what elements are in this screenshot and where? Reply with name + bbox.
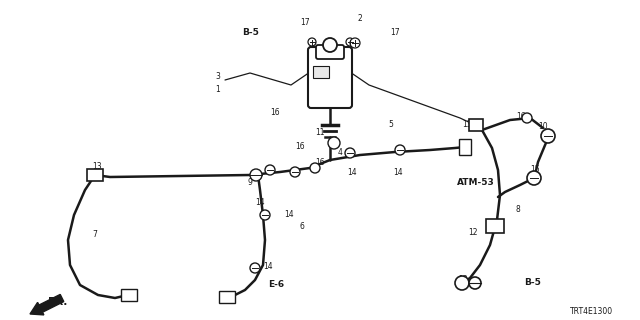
Circle shape: [250, 169, 262, 181]
Text: 4: 4: [338, 148, 343, 157]
Circle shape: [310, 163, 320, 173]
Text: ATM-53: ATM-53: [457, 178, 495, 187]
Circle shape: [265, 165, 275, 175]
Circle shape: [308, 38, 316, 46]
Text: 17: 17: [300, 18, 310, 27]
FancyBboxPatch shape: [459, 139, 471, 155]
Text: 1: 1: [215, 85, 220, 94]
Circle shape: [469, 277, 481, 289]
Text: 10: 10: [538, 122, 548, 131]
Circle shape: [323, 38, 337, 52]
FancyBboxPatch shape: [469, 119, 483, 131]
Circle shape: [250, 263, 260, 273]
Text: 14: 14: [347, 168, 356, 177]
Text: 5: 5: [388, 120, 393, 129]
Text: 14: 14: [263, 262, 273, 271]
Text: 7: 7: [92, 230, 97, 239]
Text: 2: 2: [358, 14, 363, 23]
FancyArrow shape: [30, 294, 64, 315]
Text: 16: 16: [295, 142, 305, 151]
Text: 8: 8: [516, 205, 521, 214]
Circle shape: [260, 210, 270, 220]
Text: 16: 16: [516, 112, 525, 121]
Text: 14: 14: [284, 210, 294, 219]
Text: 6: 6: [300, 222, 305, 231]
Text: 13: 13: [92, 162, 102, 171]
Circle shape: [455, 276, 469, 290]
Text: 11: 11: [315, 128, 324, 137]
FancyBboxPatch shape: [313, 66, 329, 78]
Text: 17: 17: [390, 28, 399, 37]
FancyBboxPatch shape: [87, 169, 103, 181]
Text: 14: 14: [393, 168, 403, 177]
Text: 3: 3: [215, 72, 220, 81]
FancyBboxPatch shape: [219, 291, 235, 303]
Text: 16: 16: [315, 158, 324, 167]
Text: 16: 16: [270, 108, 280, 117]
FancyBboxPatch shape: [486, 219, 504, 233]
Text: 15: 15: [530, 165, 540, 174]
Circle shape: [345, 148, 355, 158]
Circle shape: [350, 38, 360, 48]
Text: FR.: FR.: [48, 297, 67, 307]
Circle shape: [522, 113, 532, 123]
Circle shape: [346, 38, 354, 46]
Text: 13: 13: [458, 275, 468, 284]
FancyBboxPatch shape: [308, 47, 352, 108]
Text: B-5: B-5: [242, 28, 259, 37]
FancyBboxPatch shape: [316, 45, 344, 59]
Text: 12: 12: [468, 228, 477, 237]
Circle shape: [541, 129, 555, 143]
Circle shape: [527, 171, 541, 185]
Circle shape: [328, 137, 340, 149]
Text: TRT4E1300: TRT4E1300: [570, 307, 613, 316]
Text: 14: 14: [255, 198, 264, 207]
Circle shape: [395, 145, 405, 155]
FancyBboxPatch shape: [121, 289, 137, 301]
Text: 9: 9: [247, 178, 252, 187]
Text: E-6: E-6: [268, 280, 284, 289]
Text: B-5: B-5: [524, 278, 541, 287]
Text: 13: 13: [462, 120, 472, 129]
Circle shape: [290, 167, 300, 177]
